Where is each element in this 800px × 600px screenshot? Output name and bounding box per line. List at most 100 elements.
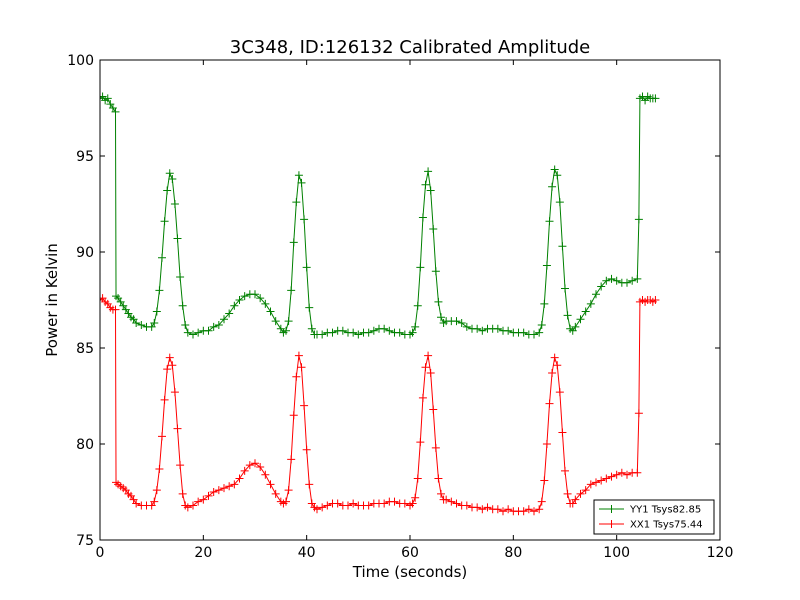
data-point-marker [561, 284, 569, 293]
data-point-marker [204, 491, 213, 500]
data-point-marker [240, 292, 249, 301]
x-tick-label: 120 [707, 545, 734, 561]
data-point-marker [297, 178, 306, 187]
data-point-marker [235, 474, 244, 483]
data-point-marker [555, 198, 564, 207]
data-point-marker [437, 313, 445, 322]
legend-box [593, 499, 715, 535]
y-tick-label: 75 [76, 533, 94, 549]
data-point-marker [189, 501, 197, 510]
data-point-marker [225, 482, 234, 491]
data-point-marker [607, 472, 616, 481]
data-point-marker [597, 476, 606, 485]
data-point-marker [189, 330, 197, 339]
y-tick-label: 100 [67, 53, 94, 69]
data-point-marker [413, 474, 422, 483]
data-point-marker [442, 495, 451, 504]
data-point-marker [623, 278, 631, 287]
legend: YY1 Tsys82.85 XX1 Tsys75.44 [593, 499, 715, 535]
data-point-marker [548, 368, 557, 377]
data-point-marker [160, 217, 169, 226]
data-point-marker [256, 294, 265, 303]
series-yy1 [100, 92, 660, 339]
data-point-marker [493, 505, 502, 514]
legend-marker [607, 520, 616, 528]
y-axis-ticks: 75 80 85 90 95 100 [67, 53, 720, 549]
data-point-marker [447, 497, 456, 506]
data-point-marker [266, 307, 275, 316]
data-point-marker [266, 480, 275, 489]
data-point-marker [408, 499, 417, 508]
data-point-marker [592, 478, 600, 487]
data-point-marker [607, 274, 616, 283]
data-point-marker [173, 424, 182, 433]
data-point-marker [150, 497, 159, 506]
data-point-marker [457, 319, 466, 328]
data-point-marker [178, 301, 187, 310]
data-point-marker [602, 474, 611, 483]
data-point-marker [289, 238, 298, 247]
data-point-marker [112, 292, 121, 301]
data-point-marker [369, 326, 378, 335]
data-point-marker [214, 486, 223, 495]
data-point-marker [282, 497, 290, 506]
data-point-marker [349, 499, 358, 508]
data-point-marker [220, 484, 228, 493]
legend-label: XX1 Tsys75.44 [630, 520, 703, 531]
data-point-marker [424, 351, 433, 360]
data-point-marker [173, 234, 182, 243]
data-point-marker [163, 186, 172, 195]
data-point-marker [204, 326, 213, 335]
data-point-marker [592, 290, 600, 299]
plot-frame [99, 59, 721, 541]
data-point-marker [111, 107, 120, 116]
data-point-marker [411, 322, 420, 331]
data-point-marker [437, 489, 445, 498]
data-point-marker [300, 215, 309, 224]
legend-marker [607, 505, 616, 513]
data-point-marker [478, 505, 487, 514]
data-point-marker [483, 503, 492, 512]
data-point-marker [155, 464, 164, 473]
data-point-marker [612, 276, 621, 285]
data-point-marker [364, 501, 373, 510]
data-point-marker [354, 330, 363, 339]
data-point-marker [183, 503, 192, 512]
data-point-marker [199, 495, 208, 504]
data-point-marker [540, 299, 549, 308]
data-point-marker [504, 326, 513, 335]
data-point-marker [535, 505, 544, 514]
data-point-marker [282, 326, 290, 335]
data-point-marker [426, 368, 435, 377]
data-point-marker [176, 272, 185, 281]
data-point-marker [152, 307, 161, 316]
data-point-marker [292, 372, 301, 381]
x-tick-label: 100 [603, 545, 630, 561]
data-point-marker [576, 315, 585, 324]
data-point-marker [160, 395, 169, 404]
data-point-marker [271, 317, 280, 326]
data-point-marker [413, 301, 422, 310]
data-point-marker [545, 399, 554, 408]
data-point-marker [271, 489, 280, 498]
data-point-marker [225, 309, 234, 318]
data-point-marker [294, 351, 303, 360]
data-point-marker [462, 501, 471, 510]
data-point-marker [103, 94, 112, 103]
data-point-marker [230, 480, 239, 489]
data-point-marker [349, 328, 358, 337]
data-point-marker [240, 466, 249, 475]
data-point-marker [416, 438, 425, 447]
legend-label: YY1 Tsys82.85 [629, 505, 701, 516]
data-point-marker [602, 276, 611, 285]
data-point-marker [176, 461, 185, 470]
data-point-marker [418, 393, 427, 402]
data-point-marker [628, 276, 637, 285]
data-point-marker [452, 499, 461, 508]
data-point-marker [586, 480, 595, 489]
data-point-marker [535, 328, 544, 337]
data-point-marker [421, 363, 430, 372]
data-point-marker [209, 322, 218, 331]
data-point-marker [537, 320, 546, 329]
